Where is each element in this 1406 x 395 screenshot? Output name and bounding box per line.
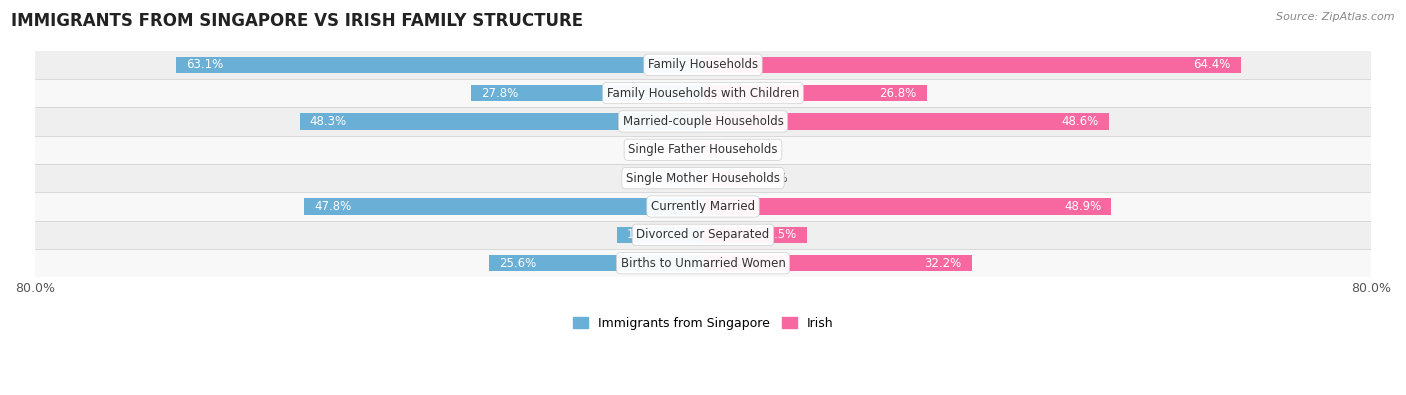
Bar: [489, 255, 703, 271]
Text: Single Mother Households: Single Mother Households: [626, 172, 780, 184]
Text: 63.1%: 63.1%: [186, 58, 224, 71]
Bar: [35, 107, 1371, 135]
Text: 26.8%: 26.8%: [880, 87, 917, 100]
Bar: [35, 164, 1371, 192]
Text: 5.0%: 5.0%: [624, 172, 655, 184]
Legend: Immigrants from Singapore, Irish: Immigrants from Singapore, Irish: [568, 312, 838, 335]
Bar: [35, 135, 1371, 164]
Text: 48.6%: 48.6%: [1062, 115, 1099, 128]
Text: 25.6%: 25.6%: [499, 257, 537, 270]
Bar: [703, 85, 927, 101]
Bar: [176, 56, 703, 73]
Text: Married-couple Households: Married-couple Households: [623, 115, 783, 128]
Text: 64.4%: 64.4%: [1194, 58, 1230, 71]
Text: Source: ZipAtlas.com: Source: ZipAtlas.com: [1277, 12, 1395, 22]
Bar: [35, 221, 1371, 249]
Text: 2.3%: 2.3%: [728, 143, 759, 156]
Text: 32.2%: 32.2%: [925, 257, 962, 270]
Text: Family Households with Children: Family Households with Children: [607, 87, 799, 100]
Bar: [35, 249, 1371, 277]
Bar: [617, 227, 703, 243]
Text: 48.3%: 48.3%: [309, 115, 347, 128]
Bar: [35, 51, 1371, 79]
Text: Births to Unmarried Women: Births to Unmarried Women: [620, 257, 786, 270]
Text: 27.8%: 27.8%: [481, 87, 519, 100]
Bar: [703, 141, 723, 158]
Text: 5.8%: 5.8%: [758, 172, 787, 184]
Bar: [703, 198, 1111, 215]
Bar: [471, 85, 703, 101]
Text: Single Father Households: Single Father Households: [628, 143, 778, 156]
Bar: [703, 113, 1109, 130]
Text: Family Households: Family Households: [648, 58, 758, 71]
Text: 12.5%: 12.5%: [761, 228, 797, 241]
Bar: [703, 227, 807, 243]
Bar: [35, 79, 1371, 107]
Text: IMMIGRANTS FROM SINGAPORE VS IRISH FAMILY STRUCTURE: IMMIGRANTS FROM SINGAPORE VS IRISH FAMIL…: [11, 12, 583, 30]
Bar: [661, 170, 703, 186]
Bar: [703, 170, 751, 186]
Text: 1.9%: 1.9%: [651, 143, 681, 156]
Text: Currently Married: Currently Married: [651, 200, 755, 213]
Bar: [703, 255, 972, 271]
Text: 10.3%: 10.3%: [627, 228, 664, 241]
Text: 48.9%: 48.9%: [1064, 200, 1101, 213]
Text: Divorced or Separated: Divorced or Separated: [637, 228, 769, 241]
Bar: [299, 113, 703, 130]
Text: 47.8%: 47.8%: [314, 200, 352, 213]
Bar: [703, 56, 1240, 73]
Bar: [304, 198, 703, 215]
Bar: [688, 141, 703, 158]
Bar: [35, 192, 1371, 221]
